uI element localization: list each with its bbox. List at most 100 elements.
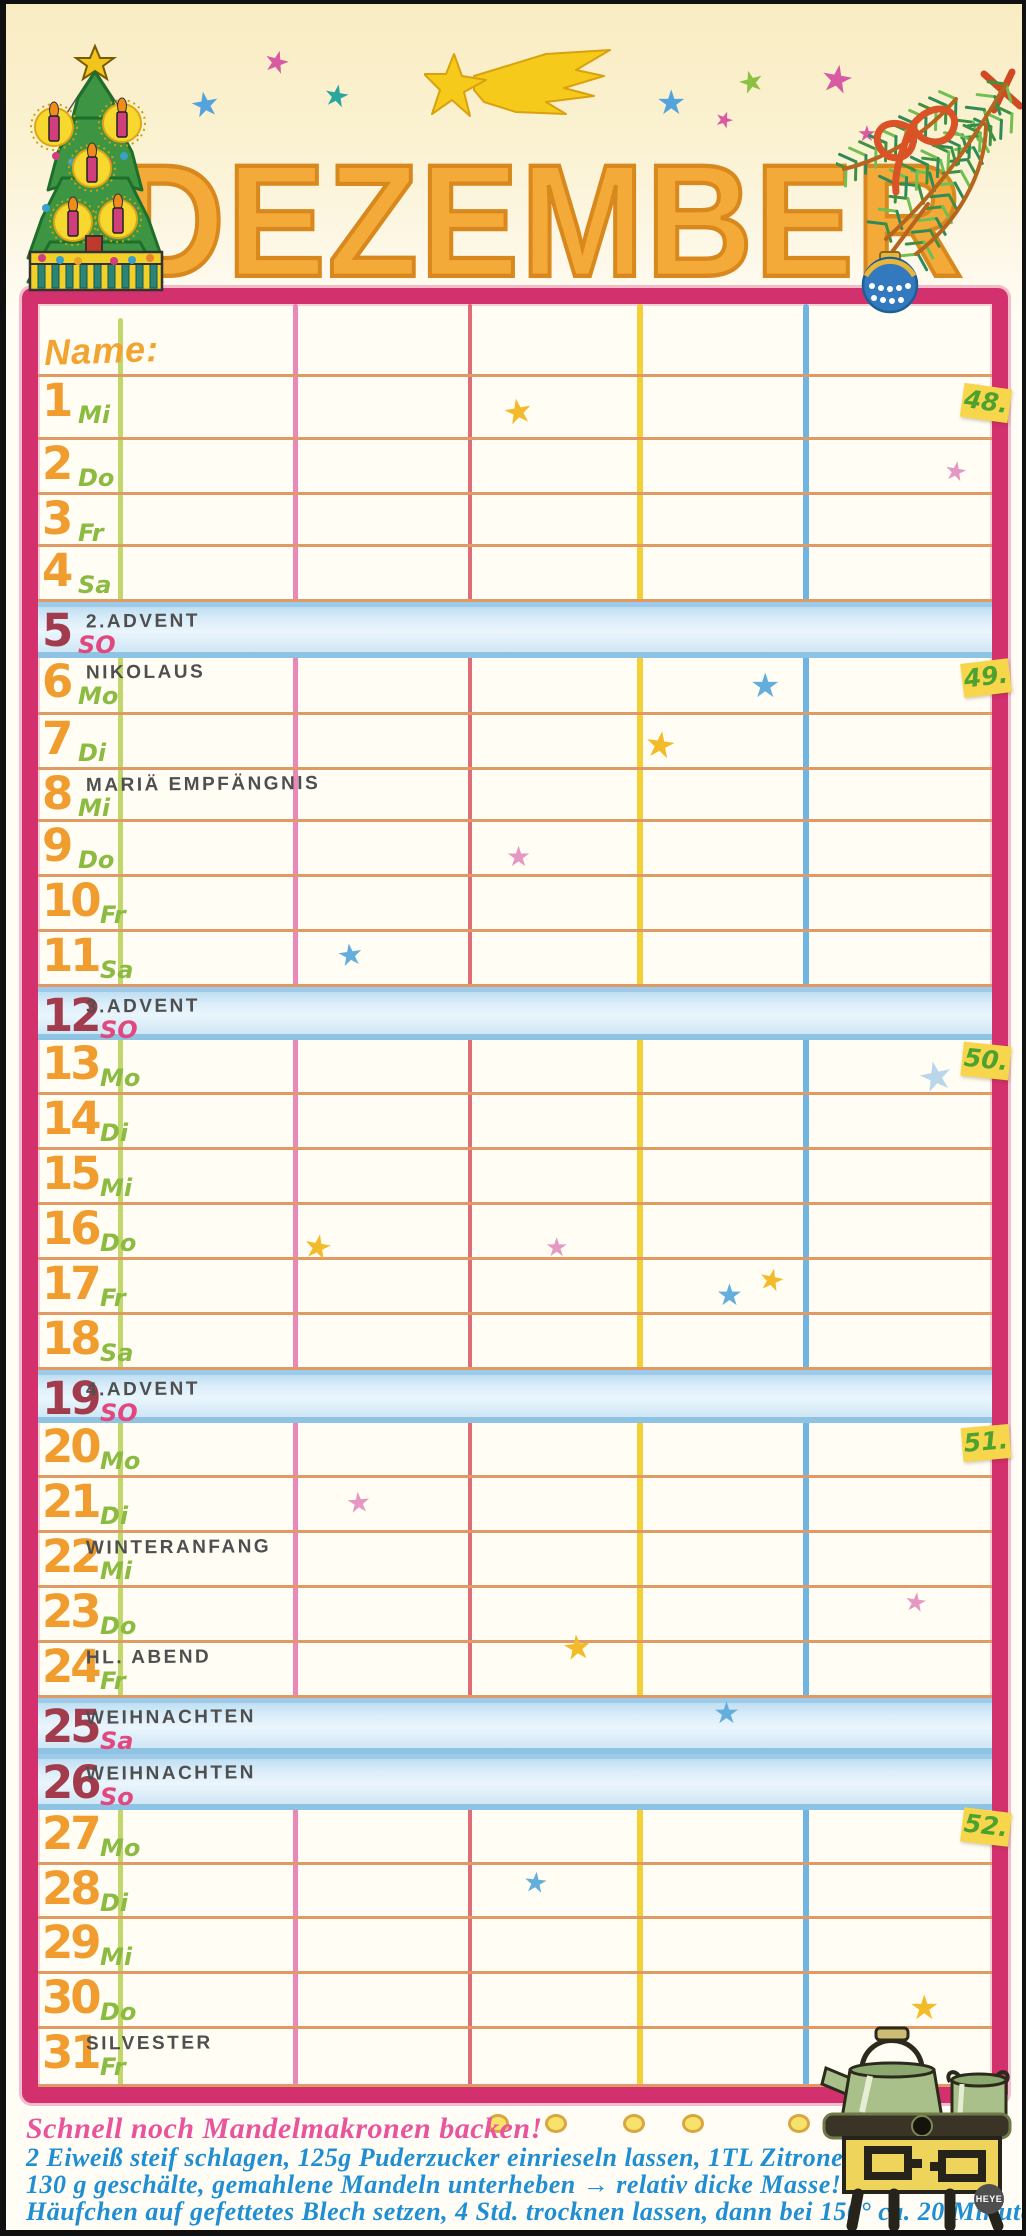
calendar-row-11[interactable]: 11 Sa <box>38 932 992 987</box>
day-number: 19 <box>42 1372 102 1425</box>
calendar-row-22[interactable]: 22 Mi WINTERANFANG <box>38 1533 992 1588</box>
holiday-label: NIKOLAUS <box>85 661 206 684</box>
weekday-label: Sa <box>100 1727 134 1755</box>
tree-base <box>28 250 164 292</box>
calendar-row-18[interactable]: 18 Sa <box>38 1315 992 1370</box>
star-icon: ★ <box>902 1586 930 1620</box>
calendar-row-9[interactable]: 9 Do <box>38 822 992 877</box>
weekday-label: Fr <box>100 1667 126 1695</box>
day-number: 1 <box>42 374 73 427</box>
day-number: 15 <box>42 1147 102 1200</box>
weekday-label: Mo <box>100 1447 141 1475</box>
star-icon: ★ <box>506 840 532 873</box>
tree-candles <box>30 97 146 246</box>
weekday-label: Di <box>100 1119 129 1147</box>
christmas-tree-icon <box>26 43 164 292</box>
holiday-label: 2.ADVENT <box>85 610 201 633</box>
weekday-label: Mo <box>78 682 119 710</box>
calendar-row-23[interactable]: 23 Do <box>38 1588 992 1643</box>
calendar-row-14[interactable]: 14 Di <box>38 1095 992 1150</box>
divider-blue <box>803 304 809 2087</box>
holiday-label: MARIÄ EMPFÄNGNIS <box>85 772 321 797</box>
weekday-label: Mi <box>100 1174 133 1202</box>
calendar-row-25[interactable]: 25 Sa WEIHNACHTEN <box>38 1698 992 1755</box>
recipe-step-2: 130 g geschälte, gemahlene Mandeln unter… <box>26 2170 948 2199</box>
calendar-row-3[interactable]: 3 Fr <box>38 495 992 547</box>
holiday-label: SILVESTER <box>85 2032 213 2055</box>
calendar-row-16[interactable]: 16 Do <box>38 1205 992 1260</box>
calendar-row-24[interactable]: 24 Fr HL. ABEND <box>38 1643 992 1698</box>
weekday-label: Fr <box>100 2053 126 2081</box>
calendar-row-13[interactable]: 13 Mo <box>38 1040 992 1095</box>
cookie-dot-icon <box>545 2114 567 2133</box>
weekday-label: Sa <box>100 1339 134 1367</box>
calendar-row-8[interactable]: 8 Mi MARIÄ EMPFÄNGNIS <box>38 770 992 822</box>
calendar-grid: Name: 1 Mi 2 Do 3 Fr 4 Sa 5 SO 2.ADVENT 6 Mo NIKOLAUS… <box>22 288 1008 2103</box>
weekday-label: Fr <box>100 1284 126 1312</box>
cookie-dot-icon <box>623 2114 645 2133</box>
calendar-row-1[interactable]: 1 Mi <box>38 377 992 440</box>
weekday-label: Mo <box>100 1064 141 1092</box>
weekday-label: SO <box>78 631 116 659</box>
calendar-row-27[interactable]: 27 Mo <box>38 1810 992 1865</box>
day-number: 6 <box>42 655 73 708</box>
weekday-label: Do <box>100 1612 137 1640</box>
calendar-row-7[interactable]: 7 Di <box>38 715 992 770</box>
star-icon: ★ <box>521 1864 550 1901</box>
weekday-label: Sa <box>100 956 134 984</box>
weekday-label: SO <box>100 1399 138 1427</box>
weekday-label: Do <box>100 1998 137 2026</box>
star-icon: ★ <box>909 1988 940 2028</box>
star-icon: ★ <box>750 666 781 706</box>
pine-needles <box>836 80 1014 272</box>
star-icon: ★ <box>716 1278 743 1313</box>
day-number: 18 <box>42 1312 102 1365</box>
recipe-title: Schnell noch Mandelmakronen backen! <box>26 2112 543 2145</box>
calendar-row-4[interactable]: 4 Sa <box>38 547 992 602</box>
weekday-label: Mi <box>78 794 111 822</box>
calendar-row-26[interactable]: 26 So WEIHNACHTEN <box>38 1754 992 1811</box>
calendar-row-12[interactable]: 12 SO 3.ADVENT <box>38 987 992 1044</box>
recipe-step-1: 2 Eiweiß steif schlagen, 125g Puderzucke… <box>26 2143 966 2172</box>
day-number: 24 <box>42 1640 102 1693</box>
calendar-row-15[interactable]: 15 Mi <box>38 1150 992 1205</box>
day-number: 29 <box>42 1916 102 1969</box>
calendar-row-30[interactable]: 30 Do <box>38 1974 992 2029</box>
day-number: 13 <box>42 1037 102 1090</box>
scan-edge-left <box>0 0 6 2236</box>
day-number: 9 <box>42 819 73 872</box>
cookie-dot-icon <box>788 2114 810 2133</box>
calendar-row-21[interactable]: 21 Di <box>38 1478 992 1533</box>
day-number: 11 <box>42 929 102 982</box>
day-number: 8 <box>42 767 73 820</box>
star-icon: ★ <box>499 389 537 435</box>
calendar-row-29[interactable]: 29 Mi <box>38 1919 992 1974</box>
calendar-row-17[interactable]: 17 Fr <box>38 1260 992 1315</box>
day-number: 10 <box>42 874 102 927</box>
day-number: 31 <box>42 2026 102 2079</box>
calendar-rows: 1 Mi 2 Do 3 Fr 4 Sa 5 SO 2.ADVENT 6 Mo NIKOLAUS 7 Di 8 Mi… <box>38 377 992 2087</box>
calendar-row-10[interactable]: 10 Fr <box>38 877 992 932</box>
star-icon: ★ <box>713 1696 740 1731</box>
weekday-label: Fr <box>78 519 104 547</box>
calendar-row-20[interactable]: 20 Mo <box>38 1423 992 1478</box>
week-number-badge: 49. <box>960 658 1012 698</box>
calendar-row-5[interactable]: 5 SO 2.ADVENT <box>38 602 992 659</box>
month-title: DEZEMBER <box>116 130 965 313</box>
calendar-row-6[interactable]: 6 Mo NIKOLAUS <box>38 658 992 715</box>
calendar-row-31[interactable]: 31 Fr SILVESTER <box>38 2029 992 2087</box>
calendar-row-28[interactable]: 28 Di <box>38 1865 992 1919</box>
scan-edge-bottom <box>0 2230 1026 2236</box>
weekday-label: Di <box>100 1889 129 1917</box>
day-number: 25 <box>42 1700 102 1753</box>
divider-pink <box>293 304 298 2087</box>
weekday-label: Di <box>78 739 107 767</box>
calendar-row-19[interactable]: 19 SO 4.ADVENT <box>38 1370 992 1427</box>
cookie-dot-icon <box>487 2114 509 2133</box>
scan-edge-top <box>0 0 1026 4</box>
calendar-row-2[interactable]: 2 Do <box>38 440 992 495</box>
holiday-label: WEIHNACHTEN <box>85 1762 257 1785</box>
day-number: 20 <box>42 1420 102 1473</box>
day-number: 3 <box>42 492 73 545</box>
day-number: 28 <box>42 1862 102 1915</box>
